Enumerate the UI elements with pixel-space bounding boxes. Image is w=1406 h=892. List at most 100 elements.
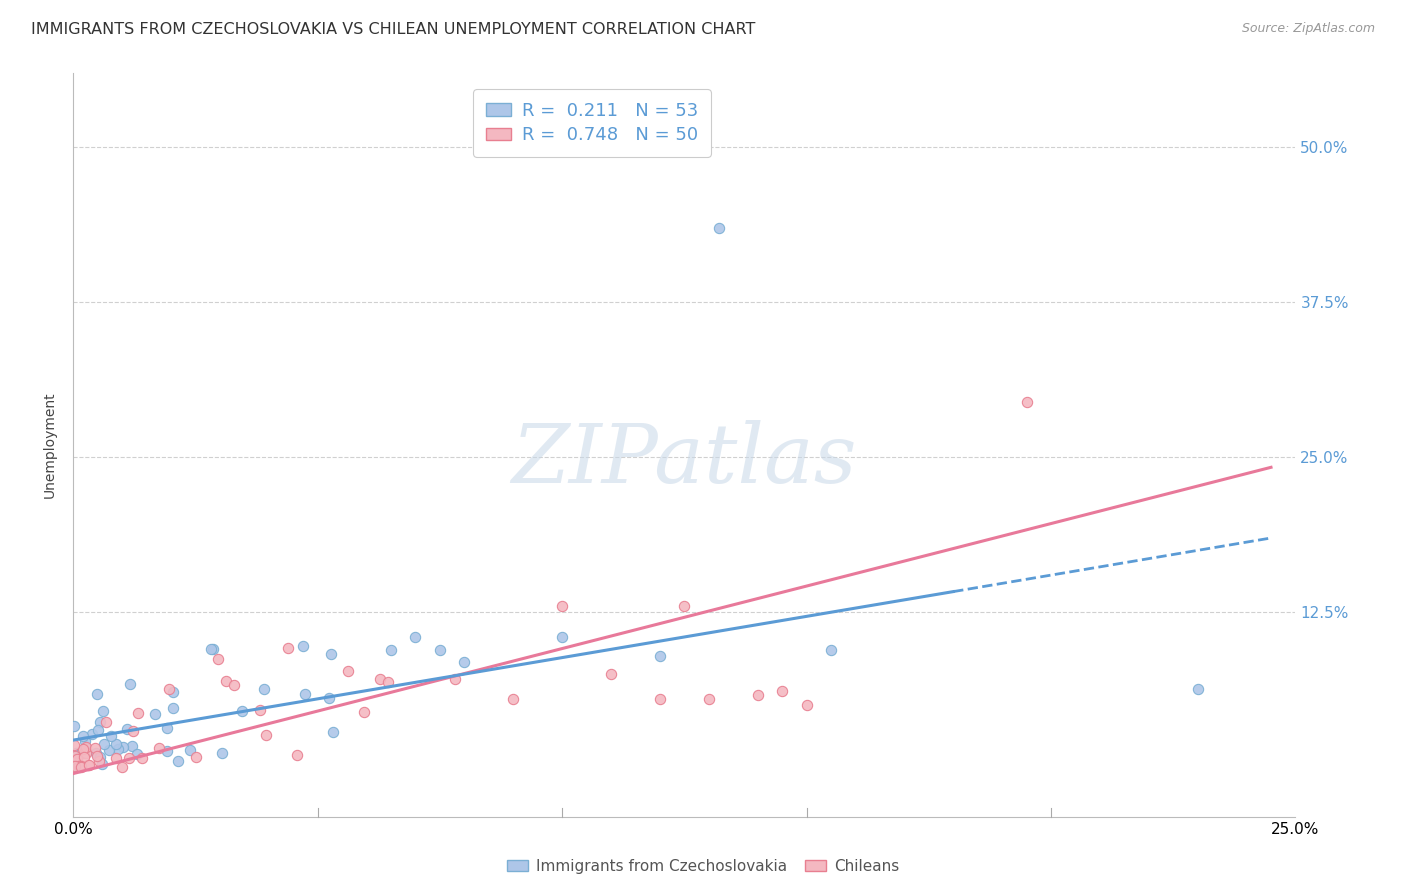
Point: [72, 750, 94, 764]
Point: [253, 681, 276, 696]
Point: [600, 667, 623, 681]
Point: [222, 678, 245, 692]
Point: [231, 704, 253, 718]
Point: [65, 753, 87, 767]
Point: [292, 640, 315, 654]
Y-axis label: Unemployment: Unemployment: [44, 392, 58, 499]
Point: [337, 664, 360, 678]
Point: [107, 741, 129, 756]
Point: [69, 760, 91, 774]
Point: [86, 687, 108, 701]
Point: [105, 737, 128, 751]
Point: [648, 692, 671, 706]
Point: [122, 724, 145, 739]
Point: [156, 721, 179, 735]
Point: [368, 672, 391, 686]
Point: [72, 744, 94, 758]
Point: [100, 729, 122, 743]
Point: [249, 704, 271, 718]
Point: [707, 221, 730, 235]
Point: [72, 742, 94, 756]
Point: [75, 734, 97, 748]
Point: [125, 747, 148, 761]
Point: [200, 641, 222, 656]
Point: [673, 599, 696, 614]
Point: [65, 748, 87, 763]
Point: [551, 599, 574, 614]
Point: [184, 750, 207, 764]
Point: [65, 746, 87, 760]
Point: [429, 642, 451, 657]
Point: [91, 704, 114, 718]
Point: [444, 672, 467, 686]
Point: [162, 685, 184, 699]
Point: [127, 706, 149, 721]
Point: [121, 739, 143, 754]
Point: [820, 642, 842, 657]
Point: [353, 706, 375, 720]
Point: [277, 640, 299, 655]
Point: [89, 750, 111, 764]
Point: [66, 752, 89, 766]
Point: [67, 760, 90, 774]
Point: [75, 739, 97, 754]
Point: [63, 748, 86, 763]
Point: [117, 722, 139, 736]
Point: [93, 738, 115, 752]
Point: [294, 687, 316, 701]
Point: [86, 749, 108, 764]
Point: [70, 759, 93, 773]
Point: [502, 692, 524, 706]
Point: [254, 728, 277, 742]
Point: [84, 741, 107, 756]
Point: [118, 677, 141, 691]
Point: [453, 655, 475, 669]
Point: [322, 725, 344, 739]
Point: [131, 751, 153, 765]
Point: [112, 740, 135, 755]
Point: [91, 757, 114, 772]
Point: [648, 648, 671, 663]
Text: IMMIGRANTS FROM CZECHOSLOVAKIA VS CHILEAN UNEMPLOYMENT CORRELATION CHART: IMMIGRANTS FROM CZECHOSLOVAKIA VS CHILEA…: [31, 22, 755, 37]
Point: [84, 746, 107, 760]
Point: [75, 746, 97, 760]
Point: [148, 741, 170, 756]
Point: [179, 743, 201, 757]
Point: [157, 681, 180, 696]
Point: [77, 757, 100, 772]
Point: [211, 746, 233, 760]
Point: [63, 759, 86, 773]
Point: [1187, 682, 1209, 697]
Point: [202, 642, 225, 657]
Point: [72, 729, 94, 743]
Point: [69, 758, 91, 772]
Point: [87, 754, 110, 768]
Point: [73, 746, 96, 760]
Legend: R =  0.211   N = 53, R =  0.748   N = 50: R = 0.211 N = 53, R = 0.748 N = 50: [474, 89, 711, 157]
Point: [285, 747, 308, 762]
Point: [321, 647, 343, 661]
Point: [87, 723, 110, 738]
Point: [63, 718, 86, 732]
Point: [1015, 394, 1038, 409]
Point: [747, 689, 769, 703]
Point: [143, 706, 166, 721]
Point: [105, 751, 128, 765]
Point: [63, 739, 86, 753]
Point: [67, 759, 90, 773]
Point: [96, 715, 118, 730]
Point: [796, 698, 818, 713]
Point: [118, 750, 141, 764]
Point: [80, 727, 103, 741]
Point: [207, 651, 229, 665]
Point: [111, 760, 134, 774]
Text: ZIPatlas: ZIPatlas: [512, 420, 858, 500]
Point: [551, 630, 574, 644]
Point: [770, 683, 793, 698]
Point: [98, 743, 121, 757]
Point: [697, 692, 720, 706]
Point: [404, 630, 426, 644]
Point: [77, 757, 100, 772]
Point: [380, 642, 402, 657]
Point: [166, 754, 188, 768]
